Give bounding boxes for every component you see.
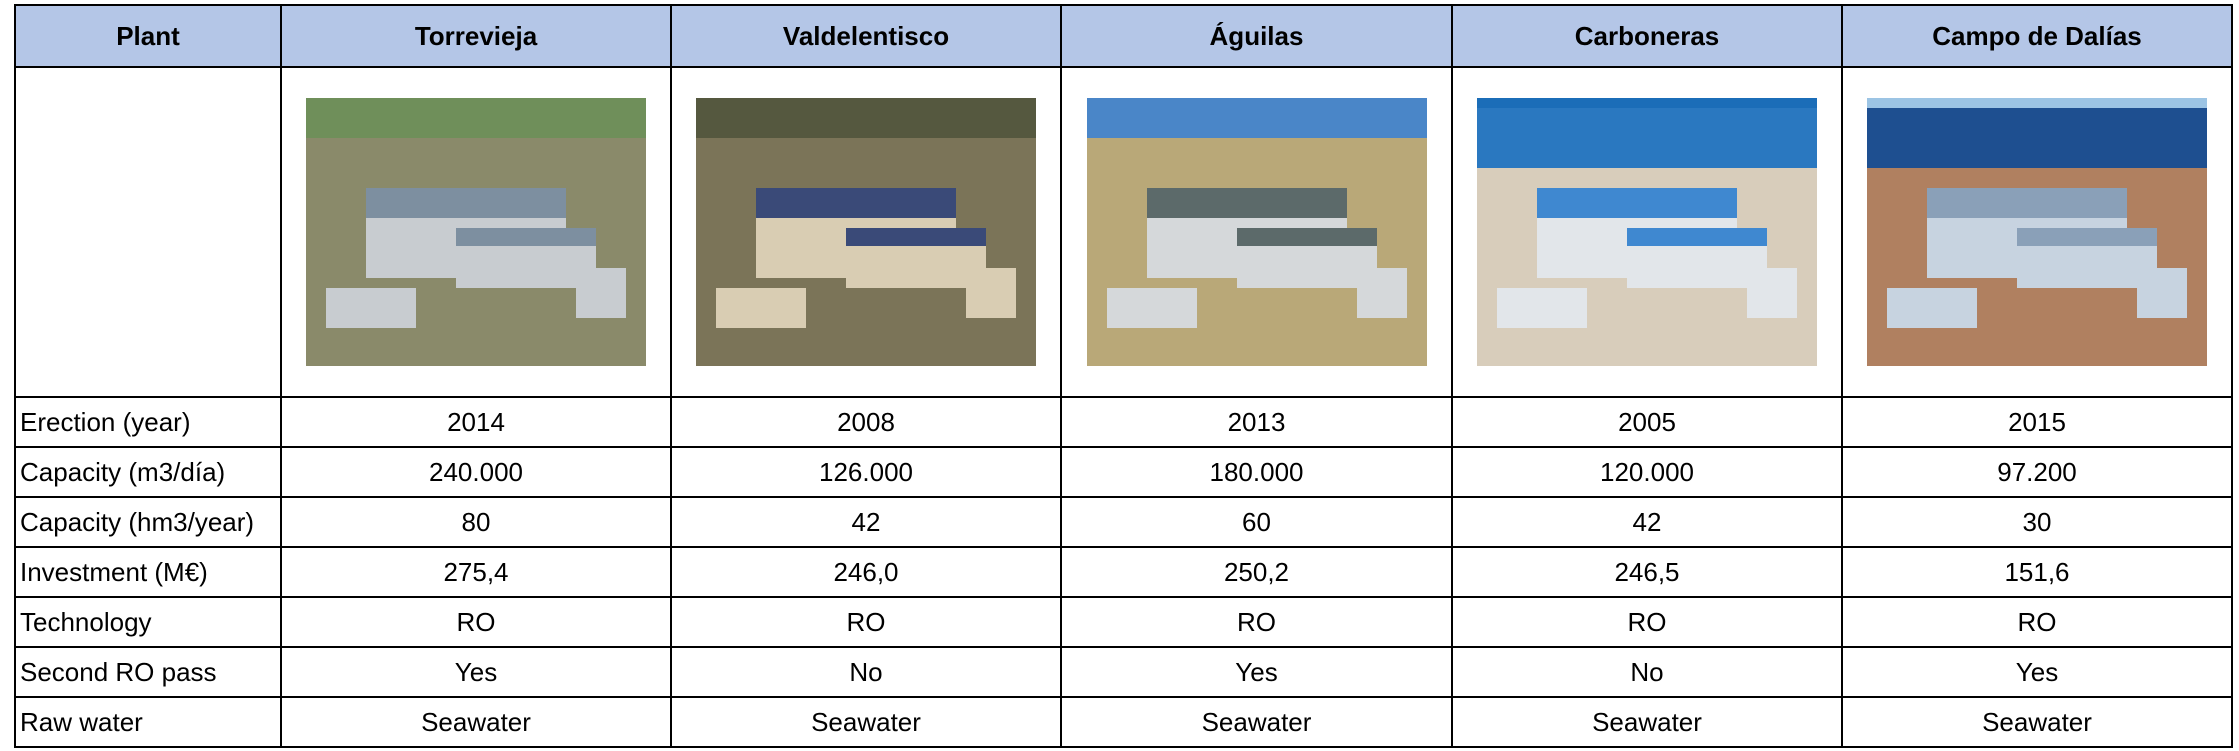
- row-label: Erection (year): [15, 397, 281, 447]
- value-cell: 246,5: [1452, 547, 1842, 597]
- value-cell: 126.000: [671, 447, 1061, 497]
- value-cell: 2013: [1061, 397, 1452, 447]
- empty-cell: [15, 67, 281, 397]
- photo-shape: [576, 268, 626, 318]
- row-label: Technology: [15, 597, 281, 647]
- header-cell: Plant: [15, 5, 281, 67]
- value-cell: 2014: [281, 397, 671, 447]
- plant-photo: [1477, 98, 1817, 366]
- photo-shape: [1627, 228, 1767, 246]
- row-label: Capacity (m3/día): [15, 447, 281, 497]
- photo-shape: [1357, 268, 1407, 318]
- photo-shape: [966, 268, 1016, 318]
- photo-cell: [671, 67, 1061, 397]
- row-label: Investment (M€): [15, 547, 281, 597]
- value-cell: 180.000: [1061, 447, 1452, 497]
- value-cell: RO: [671, 597, 1061, 647]
- row-label: Raw water: [15, 697, 281, 747]
- value-cell: 240.000: [281, 447, 671, 497]
- value-cell: Yes: [1842, 647, 2232, 697]
- value-cell: Seawater: [671, 697, 1061, 747]
- value-cell: Yes: [1061, 647, 1452, 697]
- photo-shape: [326, 288, 416, 328]
- photo-shape: [1477, 108, 1817, 168]
- value-cell: Seawater: [1452, 697, 1842, 747]
- value-cell: 275,4: [281, 547, 671, 597]
- value-cell: Seawater: [1061, 697, 1452, 747]
- photo-shape: [846, 228, 986, 246]
- value-cell: No: [1452, 647, 1842, 697]
- value-cell: 246,0: [671, 547, 1061, 597]
- photo-shape: [1887, 288, 1977, 328]
- photo-cell: [1061, 67, 1452, 397]
- value-cell: 151,6: [1842, 547, 2232, 597]
- header-cell: Campo de Dalías: [1842, 5, 2232, 67]
- value-cell: No: [671, 647, 1061, 697]
- value-cell: 2015: [1842, 397, 2232, 447]
- value-cell: RO: [1452, 597, 1842, 647]
- photo-shape: [1867, 108, 2207, 168]
- photo-shape: [1087, 98, 1427, 138]
- photo-shape: [456, 228, 596, 246]
- plant-photo: [1087, 98, 1427, 366]
- value-cell: Seawater: [1842, 697, 2232, 747]
- value-cell: RO: [1842, 597, 2232, 647]
- plant-photo: [696, 98, 1036, 366]
- value-cell: RO: [1061, 597, 1452, 647]
- value-cell: 42: [1452, 497, 1842, 547]
- value-cell: 2005: [1452, 397, 1842, 447]
- photo-shape: [696, 98, 1036, 138]
- photo-shape: [1537, 188, 1737, 218]
- header-cell: Torrevieja: [281, 5, 671, 67]
- photo-shape: [1147, 188, 1347, 218]
- value-cell: 42: [671, 497, 1061, 547]
- value-cell: 60: [1061, 497, 1452, 547]
- photo-shape: [756, 188, 956, 218]
- value-cell: 80: [281, 497, 671, 547]
- value-cell: 30: [1842, 497, 2232, 547]
- row-label: Second RO pass: [15, 647, 281, 697]
- value-cell: 120.000: [1452, 447, 1842, 497]
- plant-photo: [306, 98, 646, 366]
- value-cell: 250,2: [1061, 547, 1452, 597]
- photo-shape: [2017, 228, 2157, 246]
- photo-cell: [1452, 67, 1842, 397]
- header-cell: Carboneras: [1452, 5, 1842, 67]
- row-label: Capacity (hm3/year): [15, 497, 281, 547]
- header-cell: Águilas: [1061, 5, 1452, 67]
- value-cell: Seawater: [281, 697, 671, 747]
- photo-shape: [1107, 288, 1197, 328]
- value-cell: 97.200: [1842, 447, 2232, 497]
- photo-shape: [2137, 268, 2187, 318]
- photo-shape: [306, 98, 646, 138]
- plant-photo: [1867, 98, 2207, 366]
- photo-shape: [1927, 188, 2127, 218]
- page: {"table": { "header": ["Plant", "Torrevi…: [0, 0, 2239, 751]
- photo-shape: [366, 188, 566, 218]
- photo-shape: [1237, 228, 1377, 246]
- value-cell: Yes: [281, 647, 671, 697]
- photo-shape: [1747, 268, 1797, 318]
- photo-shape: [716, 288, 806, 328]
- photo-cell: [1842, 67, 2232, 397]
- value-cell: RO: [281, 597, 671, 647]
- photo-shape: [1497, 288, 1587, 328]
- value-cell: 2008: [671, 397, 1061, 447]
- photo-cell: [281, 67, 671, 397]
- photo-row: [15, 67, 2232, 397]
- header-cell: Valdelentisco: [671, 5, 1061, 67]
